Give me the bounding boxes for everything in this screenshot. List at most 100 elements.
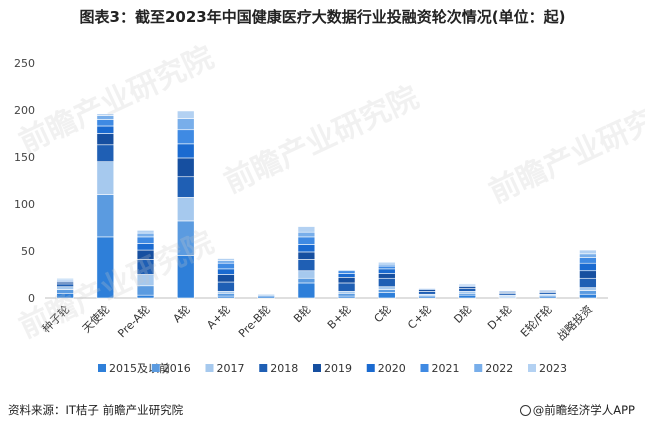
bar-segment [177, 118, 195, 131]
x-tick-label: 种子轮 [39, 302, 72, 335]
bar-segment [297, 282, 316, 299]
bar-segment [96, 125, 115, 134]
bar-segment [337, 269, 356, 272]
bar-segment [579, 287, 597, 291]
legend-swatch [528, 364, 536, 372]
y-axis: 0 50 100 150 200 250 [14, 57, 35, 305]
y-tick-label: 200 [14, 104, 35, 117]
bar-segment [378, 268, 396, 274]
x-tick-label: C+轮 [405, 302, 435, 332]
x-tick-label: B+轮 [324, 302, 354, 332]
bar-segment [297, 231, 316, 238]
bar-segment [136, 294, 155, 299]
bar-segment [177, 157, 195, 178]
legend-label: 2016 [163, 362, 191, 375]
legend-label: 2015及以前 [109, 361, 170, 375]
bar-segment [177, 110, 195, 119]
bar-segment [579, 257, 597, 264]
bar-segment [378, 286, 396, 290]
x-tick-label: B轮 [291, 302, 314, 325]
bar-segment [217, 262, 235, 270]
chart-title: 图表3：截至2023年中国健康医疗大数据行业投融资轮次情况(单位：起) [79, 8, 566, 26]
bar-segment [378, 277, 396, 288]
bar-segment [56, 286, 74, 290]
legend-label: 2020 [378, 362, 406, 375]
bar-segment [337, 273, 356, 278]
legend-swatch [474, 364, 483, 372]
y-tick-label: 100 [14, 198, 35, 211]
bars [56, 110, 597, 299]
bar-segment [96, 144, 115, 162]
legend-label: 2018 [270, 362, 298, 375]
bar-segment [217, 260, 235, 264]
bar-segment [177, 143, 195, 159]
bar-segment [378, 261, 396, 265]
bar-segment [257, 293, 275, 296]
bar-segment [297, 277, 316, 284]
x-tick-label: D+轮 [484, 302, 514, 332]
brand-logo-icon [519, 405, 531, 416]
bar-segment [579, 249, 597, 255]
bar-segment [96, 161, 115, 195]
bar-segment [217, 281, 235, 292]
bar-segment [217, 268, 235, 275]
brand-text: @前瞻经济学人APP [532, 403, 635, 417]
bar-segment [136, 249, 155, 260]
bar-segment [56, 289, 74, 294]
bar-segment [136, 236, 155, 244]
x-tick-label: E轮/F轮 [517, 302, 554, 339]
bar-segment [378, 289, 396, 293]
legend-swatch [98, 364, 106, 372]
brand-label: @前瞻经济学人APP [519, 402, 635, 418]
bar-segment [177, 129, 195, 145]
legend-swatch [366, 364, 375, 372]
bar-segment [177, 197, 195, 222]
bar-segment [579, 277, 597, 288]
legend-label: 2023 [539, 362, 567, 375]
bar-segment [579, 270, 597, 279]
bar-segment [136, 259, 155, 275]
bar-segment [177, 255, 195, 299]
bar-segment [297, 226, 316, 233]
bar-segment [297, 259, 316, 272]
x-tick-label: C轮 [371, 302, 394, 325]
x-tick-label: 天使轮 [79, 302, 112, 335]
legend-swatch [259, 364, 268, 372]
bar-segment [458, 283, 476, 286]
x-tick-label: A+轮 [204, 302, 234, 332]
legend-swatch [420, 364, 429, 372]
x-tick-label: Pre-B轮 [235, 302, 273, 340]
bar-segment [378, 273, 396, 279]
x-tick-label: D轮 [451, 302, 475, 326]
bar-segment [136, 230, 155, 234]
bar-segment [538, 290, 557, 292]
bar-segment [96, 119, 115, 127]
source-note: 资料来源：IT桔子 前瞻产业研究院 [8, 403, 184, 417]
bar-segment [96, 236, 115, 299]
bar-segment [136, 243, 155, 251]
bar-segment [337, 282, 356, 292]
bar-segment [337, 277, 356, 284]
y-tick-label: 50 [21, 245, 35, 258]
bar-segment [56, 283, 74, 288]
y-tick-label: 250 [14, 57, 35, 70]
legend-swatch [313, 364, 321, 372]
legend-label: 2017 [217, 362, 245, 375]
legend-swatch [205, 364, 214, 372]
bar-segment [579, 293, 597, 299]
bar-segment [498, 291, 517, 293]
bar-segment [217, 258, 235, 261]
bar-segment [458, 288, 476, 292]
bar-segment [297, 244, 316, 253]
bar-segment [418, 291, 436, 295]
bar-segment [458, 294, 476, 299]
bar-segment [579, 262, 597, 272]
bar-segment [418, 288, 436, 290]
x-axis: 种子轮 天使轮 Pre-A轮 A轮 A+轮 Pre-B轮 B轮 B+轮 C轮 C+轮 D轮 D+轮 E轮… [39, 297, 608, 343]
legend-label: 2022 [485, 362, 513, 375]
bar-segment [136, 274, 155, 287]
bar-segment [56, 277, 74, 280]
bar-segment [177, 176, 195, 198]
